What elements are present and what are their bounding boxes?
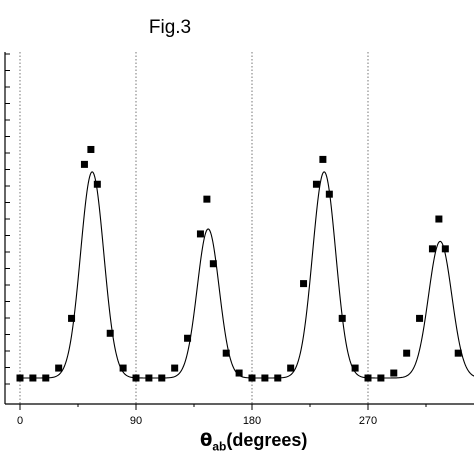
x-axis-label-text: (degrees) <box>226 430 308 450</box>
data-point <box>235 369 243 377</box>
data-point <box>312 180 320 188</box>
x-tick-label-90: 90 <box>130 415 142 427</box>
data-point <box>351 364 359 372</box>
x-tick-label-270: 270 <box>359 415 377 427</box>
plot-frame <box>4 52 474 405</box>
data-point <box>222 349 230 357</box>
data-point <box>274 374 282 382</box>
data-point <box>93 180 101 188</box>
x-axis-label-symbol: θ <box>200 430 213 451</box>
x-tick-label-180: 180 <box>243 415 261 427</box>
data-point <box>145 374 153 382</box>
x-axis-label: θab(degrees) <box>200 430 307 454</box>
chart-title: Fig.3 <box>148 17 192 38</box>
data-point <box>441 245 449 253</box>
data-point <box>377 374 385 382</box>
data-point <box>184 334 192 342</box>
data-point <box>390 369 398 377</box>
data-point <box>364 374 372 382</box>
fit-curve <box>20 171 474 379</box>
data-point <box>55 364 63 372</box>
data-point <box>80 160 88 168</box>
x-axis-ticks: 0 90 180 270 <box>17 404 427 427</box>
data-points-group <box>16 145 462 382</box>
data-point <box>209 260 217 268</box>
data-point <box>416 314 424 322</box>
data-point <box>435 215 443 223</box>
data-point <box>338 314 346 322</box>
fit-curve-group <box>20 171 474 379</box>
data-point <box>403 349 411 357</box>
data-point <box>428 245 436 253</box>
data-point <box>300 280 308 288</box>
data-point <box>325 190 333 198</box>
data-point <box>248 374 256 382</box>
data-point <box>87 145 95 153</box>
data-point <box>16 374 24 382</box>
data-point <box>119 364 127 372</box>
data-point <box>132 374 140 382</box>
data-point <box>319 155 327 163</box>
data-point <box>454 349 462 357</box>
data-point <box>196 230 204 238</box>
vertical-reference-lines <box>19 52 369 404</box>
x-axis-label-subscript: ab <box>212 439 227 454</box>
data-point <box>158 374 166 382</box>
data-point <box>287 364 295 372</box>
x-tick-label-0: 0 <box>17 415 23 427</box>
data-point <box>106 329 114 337</box>
data-point <box>29 374 37 382</box>
data-point <box>203 195 211 203</box>
data-point <box>42 374 50 382</box>
data-point <box>171 364 179 372</box>
y-axis-ticks <box>5 53 10 385</box>
data-point <box>261 374 269 382</box>
data-point <box>68 314 76 322</box>
